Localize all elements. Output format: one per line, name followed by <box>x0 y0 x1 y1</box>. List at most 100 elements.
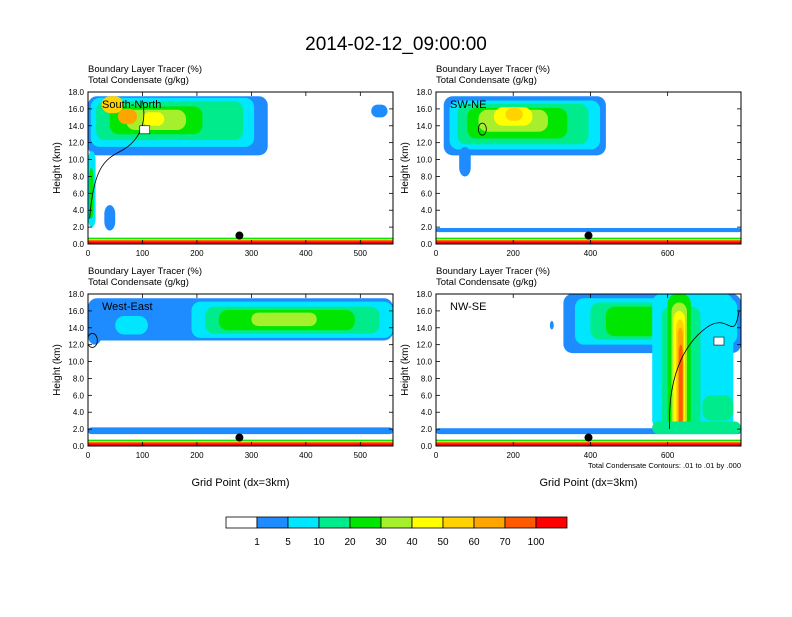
location-marker <box>235 231 244 240</box>
panel-title-condensate: Total Condensate (g/kg) <box>436 75 537 86</box>
location-marker <box>235 433 244 442</box>
x-axis-label: Grid Point (dx=3km) <box>191 477 289 489</box>
colorbar-swatch <box>535 516 568 529</box>
tracer-blob <box>505 108 523 121</box>
colorbar-label: 5 <box>285 537 291 548</box>
panel-name: SW-NE <box>450 99 486 111</box>
colorbar-label: 1 <box>254 537 260 548</box>
colorbar-label: 10 <box>313 537 325 548</box>
y-tick-label: 18.0 <box>416 290 432 299</box>
y-tick-label: 8.0 <box>421 172 433 181</box>
y-tick-label: 4.0 <box>73 408 85 417</box>
x-tick-label: 400 <box>584 451 598 460</box>
location-marker <box>584 231 593 240</box>
condensate-contour <box>88 333 98 348</box>
panel-title-condensate: Total Condensate (g/kg) <box>88 75 189 86</box>
plot-frame <box>87 293 394 447</box>
y-tick-label: 12.0 <box>416 139 432 148</box>
y-tick-label: 14.0 <box>416 122 432 131</box>
colorbar-label: 50 <box>437 537 449 548</box>
figure-title: 2014-02-12_09:00:00 <box>305 34 487 55</box>
tracer-blob <box>371 104 388 118</box>
colorbar-label: 60 <box>468 537 480 548</box>
x-tick-label: 200 <box>190 451 204 460</box>
y-tick-label: 12.0 <box>416 341 432 350</box>
boundary-layer-band <box>88 443 393 446</box>
y-tick-label: 2.0 <box>73 223 85 232</box>
y-tick-label: 0.0 <box>421 240 433 249</box>
panel-name: South-North <box>102 99 161 111</box>
y-tick-label: 14.0 <box>68 324 84 333</box>
y-tick-label: 4.0 <box>421 408 433 417</box>
x-axis-label: Grid Point (dx=3km) <box>539 477 637 489</box>
y-tick-label: 10.0 <box>416 156 432 165</box>
x-tick-label: 0 <box>434 451 439 460</box>
panel-title-condensate: Total Condensate (g/kg) <box>436 277 537 288</box>
colorbar-swatch <box>287 516 320 529</box>
y-tick-label: 12.0 <box>68 139 84 148</box>
tracer-blob <box>436 227 741 233</box>
tracer-blob <box>142 112 165 126</box>
contour-label-box <box>713 336 725 346</box>
colorbar-swatch <box>442 516 475 529</box>
colorbar-swatch <box>349 516 382 529</box>
colorbar-swatch <box>318 516 351 529</box>
y-tick-label: 4.0 <box>73 206 85 215</box>
y-tick-label: 8.0 <box>421 374 433 383</box>
tracer-blob <box>549 321 554 330</box>
y-tick-label: 16.0 <box>416 105 432 114</box>
y-tick-label: 2.0 <box>73 425 85 434</box>
y-tick-label: 6.0 <box>73 189 85 198</box>
colorbar-label: 40 <box>406 537 418 548</box>
plot-frame <box>435 91 742 245</box>
location-marker <box>584 433 593 442</box>
panel-title-tracer: Boundary Layer Tracer (%) <box>88 266 202 277</box>
y-tick-label: 10.0 <box>68 358 84 367</box>
y-tick-label: 2.0 <box>421 223 433 232</box>
colorbar-swatch <box>256 516 289 529</box>
x-tick-label: 600 <box>661 451 675 460</box>
panel-title-tracer: Boundary Layer Tracer (%) <box>436 64 550 75</box>
y-tick-label: 0.0 <box>73 240 85 249</box>
y-axis-label: Height (km) <box>400 344 411 396</box>
y-tick-label: 18.0 <box>416 88 432 97</box>
y-tick-label: 14.0 <box>68 122 84 131</box>
x-tick-label: 0 <box>86 451 91 460</box>
plot-frame <box>87 91 394 245</box>
y-tick-label: 8.0 <box>73 374 85 383</box>
x-tick-label: 0 <box>86 249 91 258</box>
x-tick-label: 300 <box>245 249 259 258</box>
panel-name: NW-SE <box>450 301 486 313</box>
panel-sw-ne: 0.0 2.0 4.0 6.0 8.0 10.0 12.0 14.0 16.0 18.0 0 200 4… <box>400 64 742 258</box>
tracer-field <box>88 96 393 244</box>
colorbar-label: 70 <box>499 537 511 548</box>
y-tick-label: 16.0 <box>68 307 84 316</box>
x-tick-label: 300 <box>245 451 259 460</box>
condensate-contour <box>89 100 145 219</box>
tracer-blob <box>88 315 102 345</box>
colorbar-label: 30 <box>375 537 387 548</box>
y-tick-label: 0.0 <box>421 442 433 451</box>
tracer-blob <box>652 421 741 435</box>
tracer-blob <box>251 312 317 327</box>
x-tick-label: 400 <box>584 249 598 258</box>
plot-frame <box>435 293 742 447</box>
colorbar-swatch <box>473 516 506 529</box>
y-tick-label: 4.0 <box>421 206 433 215</box>
x-tick-label: 200 <box>507 451 521 460</box>
colorbar-label: 20 <box>344 537 356 548</box>
y-tick-label: 10.0 <box>68 156 84 165</box>
y-tick-label: 6.0 <box>421 189 433 198</box>
condensate-contour <box>477 122 487 136</box>
tracer-blob <box>104 205 116 231</box>
tracer-field <box>436 96 741 244</box>
colorbar: 1 5 10 20 30 40 50 60 70 100 <box>225 516 568 548</box>
contour-label-box <box>139 125 151 135</box>
panel-title-tracer: Boundary Layer Tracer (%) <box>88 64 202 75</box>
y-tick-label: 10.0 <box>416 358 432 367</box>
panel-title-condensate: Total Condensate (g/kg) <box>88 277 189 288</box>
y-axis-label: Height (km) <box>400 142 411 194</box>
tracer-blob <box>678 344 683 430</box>
y-tick-label: 0.0 <box>73 442 85 451</box>
